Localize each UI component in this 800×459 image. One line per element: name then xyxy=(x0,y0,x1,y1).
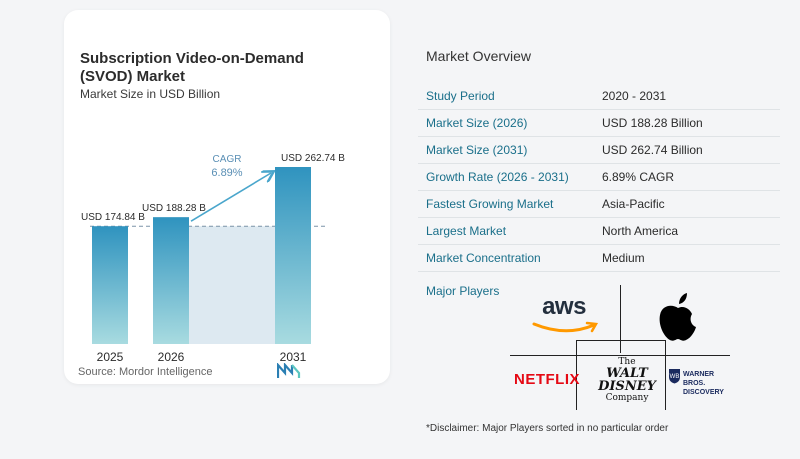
overview-row: Growth Rate (2026 - 2031) 6.89% CAGR xyxy=(418,163,780,191)
x-tick-label: 2026 xyxy=(158,350,185,364)
chart-title: Subscription Video-on-Demand (SVOD) Mark… xyxy=(80,50,304,85)
overview-key: Growth Rate (2026 - 2031) xyxy=(418,163,594,191)
disney-logo-line: Company xyxy=(605,393,649,403)
disclaimer: *Disclaimer: Major Players sorted in no … xyxy=(426,423,669,434)
wb-shield-icon: WB xyxy=(669,369,680,384)
aws-logo: aws xyxy=(542,293,586,320)
overview-value: 6.89% CAGR xyxy=(594,163,780,191)
bar-2025 xyxy=(92,226,128,344)
divider xyxy=(510,355,730,356)
overview-row: Fastest Growing Market Asia-Pacific xyxy=(418,190,780,218)
x-tick-label: 2025 xyxy=(97,350,124,364)
wb-logo-line: WARNER BROS. xyxy=(683,371,715,387)
overview-value: USD 262.74 Billion xyxy=(594,136,780,164)
overview-key: Market Size (2031) xyxy=(418,136,594,164)
disney-logo: The WALT DISNEY Company xyxy=(592,357,662,403)
mordor-logo-icon xyxy=(277,363,301,378)
chart-subtitle: Market Size in USD Billion xyxy=(80,87,221,101)
overview-key: Fastest Growing Market xyxy=(418,190,594,218)
bar-chart: USD 174.84 B 2025 USD 188.28 B 2026 USD 262.… xyxy=(81,153,345,364)
overview-row: Largest Market North America xyxy=(418,217,780,245)
wb-logo-line: DISCOVERY xyxy=(683,389,724,396)
data-label: USD 174.84 B xyxy=(81,212,145,223)
overview-key: Market Concentration xyxy=(418,244,594,272)
source-note: Source: Mordor Intelligence xyxy=(78,366,213,378)
overview-value: Asia-Pacific xyxy=(594,190,780,218)
data-label: USD 262.74 B xyxy=(281,153,345,164)
disney-logo-line: The xyxy=(618,357,636,367)
overview-value: Medium xyxy=(594,244,780,272)
aws-smile-icon xyxy=(532,321,599,333)
disney-logo-line: WALT DISNEY xyxy=(598,366,656,394)
cagr-value: 6.89% xyxy=(211,167,242,179)
cagr-label: CAGR xyxy=(213,154,242,165)
data-label: USD 188.28 B xyxy=(142,203,206,214)
overview-key: Largest Market xyxy=(418,217,594,245)
x-tick-label: 2031 xyxy=(280,350,307,364)
netflix-logo: NETFLIX xyxy=(514,371,580,388)
bar-2026 xyxy=(153,217,189,344)
overview-row: Market Concentration Medium xyxy=(418,244,780,272)
chart-card: Subscription Video-on-Demand (SVOD) Mark… xyxy=(64,10,390,384)
overview-key: Market Size (2026) xyxy=(418,109,594,137)
divider xyxy=(665,340,666,410)
overview-value: 2020 - 2031 xyxy=(594,83,780,110)
cagr-arrow xyxy=(190,173,271,222)
overview-row: Market Size (2031) USD 262.74 Billion xyxy=(418,136,780,164)
overview-row: Study Period 2020 - 2031 xyxy=(418,83,780,110)
overview-title: Market Overview xyxy=(426,48,532,64)
divider xyxy=(620,285,621,353)
overview-table: Study Period 2020 - 2031 Market Size (2026… xyxy=(418,83,780,272)
warner-bros-discovery-logo: WB WARNER BROS. DISCOVERY xyxy=(668,368,732,396)
major-players-logos: aws NETFLIX The WALT DISNEY Company WB W… xyxy=(510,285,730,410)
overview-value: USD 188.28 Billion xyxy=(594,109,780,137)
overview-key: Study Period xyxy=(418,83,594,110)
apple-logo-icon xyxy=(659,293,696,341)
divider xyxy=(576,340,577,410)
major-players-label: Major Players xyxy=(426,284,500,298)
overview-row: Market Size (2026) USD 188.28 Billion xyxy=(418,109,780,137)
overview-value: North America xyxy=(594,217,780,245)
svg-text:WB: WB xyxy=(670,374,680,380)
divider xyxy=(576,340,666,341)
bar-2031 xyxy=(275,167,311,344)
